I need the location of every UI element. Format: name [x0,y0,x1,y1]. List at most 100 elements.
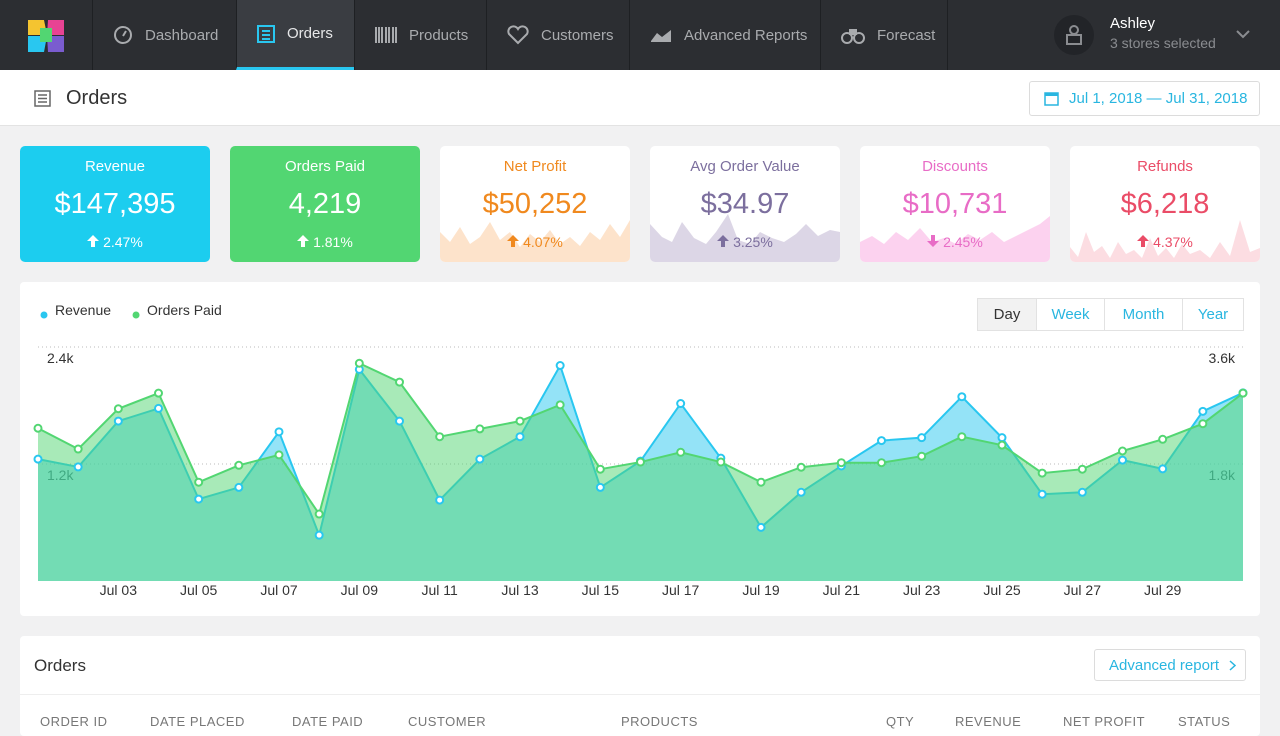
divider [20,694,1260,695]
column-header: DATE PAID [292,714,364,729]
card-change: 4.37% [1070,234,1260,250]
nav-item[interactable]: Orders [236,0,354,70]
data-point [154,403,163,413]
data-point [555,400,565,410]
user-stores: 3 stores selected [1110,35,1216,51]
x-tick-label: Jul 29 [1144,582,1182,598]
x-tick-label: Jul 09 [341,582,379,598]
data-point [314,530,324,540]
avatar[interactable] [1053,14,1095,56]
x-tick-label: Jul 11 [422,582,459,598]
sparkline [1070,220,1260,262]
card-title: Revenue [84,158,146,175]
data-point [234,460,244,470]
stat-card: Refunds $6,218 4.37% [1070,146,1260,262]
card-title: Net Profit [503,158,567,175]
x-tick-label: Jul 25 [983,582,1021,598]
data-point [1077,487,1087,497]
data-point [1037,468,1047,478]
card-change: 2.45% [860,234,1050,250]
nav-label: Forecast [877,26,936,44]
card-change: 4.07% [440,234,630,250]
data-point [676,399,686,409]
data-point [274,427,284,437]
legend-marker [132,311,140,319]
chevron[interactable] [1236,30,1250,39]
data-point [33,454,43,464]
nav-label: Dashboard [145,26,219,44]
date-picker[interactable]: Jul 1, 2018 — Jul 31, 2018 [1029,81,1260,116]
change-text: 4.37% [1153,234,1193,250]
card-value: $6,218 [1120,188,1210,220]
date-range: Jul 1, 2018 — Jul 31, 2018 [1069,90,1248,107]
section-title: Orders [34,656,86,675]
change-text: 2.47% [103,234,143,250]
period-button[interactable]: Year [1182,298,1244,331]
chart-panel: Day Week Month Year 1.2k2.4k1.8k3.6kJul … [20,282,1260,616]
data-point [877,458,886,468]
data-point [113,416,123,426]
nav-label: Advanced Reports [684,26,808,44]
nav-label: Orders [287,25,333,42]
arrow-up [1137,235,1150,247]
change-text: 1.81% [313,234,353,250]
column-header: STATUS [1178,714,1231,729]
nav-item[interactable]: Forecast [820,0,948,70]
legend-label: Orders Paid [147,302,222,318]
x-tick-label: Jul 19 [742,582,780,598]
period-button[interactable]: Day [977,298,1037,331]
data-point [555,361,565,371]
x-tick-label: Jul 13 [501,582,539,598]
column-header: CUSTOMER [408,714,487,729]
nav-item[interactable]: Customers [486,0,629,70]
card-title: Avg Order Value [690,158,800,175]
data-point [1037,489,1047,499]
nav-item[interactable]: Dashboard [92,0,236,70]
card-title: Refunds [1137,158,1193,175]
column-header: NET PROFIT [1063,714,1146,729]
data-point [595,482,605,492]
data-point [1158,464,1168,474]
data-point [1198,419,1208,429]
nav-label: Customers [541,26,614,44]
data-point [194,494,204,504]
advanced-report-button[interactable]: Advanced report [1094,649,1246,681]
x-tick-label: Jul 03 [100,582,138,598]
data-point [756,522,766,532]
data-point [194,477,204,487]
nav-item[interactable]: Advanced Reports [629,0,820,70]
series-area [38,363,1243,581]
data-point [756,477,766,487]
data-point [997,433,1007,443]
link-text: Advanced report [1109,656,1220,674]
stat-card: Orders Paid 4,219 1.81% [230,146,420,262]
card-title: Orders Paid [284,158,366,175]
x-tick-label: Jul 27 [1064,582,1102,598]
legend-label: Revenue [55,302,111,318]
data-point [73,462,83,472]
arrow-up [507,235,520,247]
column-header: QTY [886,714,915,729]
data-point [877,436,886,446]
user-name: Ashley [1110,15,1156,32]
arrow-up [717,235,730,247]
data-point [997,440,1007,450]
page-title: Orders [66,87,128,109]
x-tick-label: Jul 15 [582,582,620,598]
data-point [1198,406,1208,416]
stat-card: Revenue $147,395 2.47% [20,146,210,262]
data-point [515,416,525,426]
data-point [917,451,927,461]
data-point [435,432,445,442]
arrow-up [87,235,100,247]
column-header: ORDER ID [40,714,108,729]
data-point [475,454,485,464]
stat-card: Discounts $10,731 2.45% [860,146,1050,262]
x-tick-label: Jul 05 [180,582,218,598]
change-text: 4.07% [523,234,563,250]
data-point [475,424,485,434]
data-point [796,487,806,497]
change-text: 3.25% [733,234,773,250]
nav-item[interactable]: Products [354,0,486,70]
